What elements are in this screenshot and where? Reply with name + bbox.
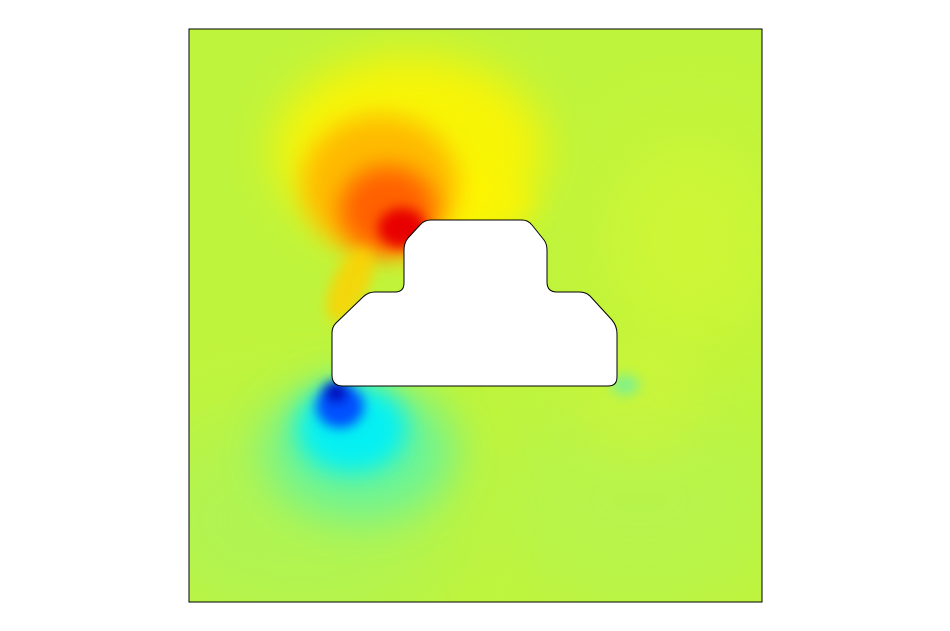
field-cool-right-corner xyxy=(611,375,639,395)
cutout-shape xyxy=(331,219,618,387)
field-warm-streak xyxy=(326,247,374,323)
field-cool-peak xyxy=(326,383,346,401)
plot-frame xyxy=(188,28,763,603)
field-domain xyxy=(189,29,762,602)
field-yellow-tint-right xyxy=(600,130,762,350)
field-green-tint-right xyxy=(500,390,762,602)
